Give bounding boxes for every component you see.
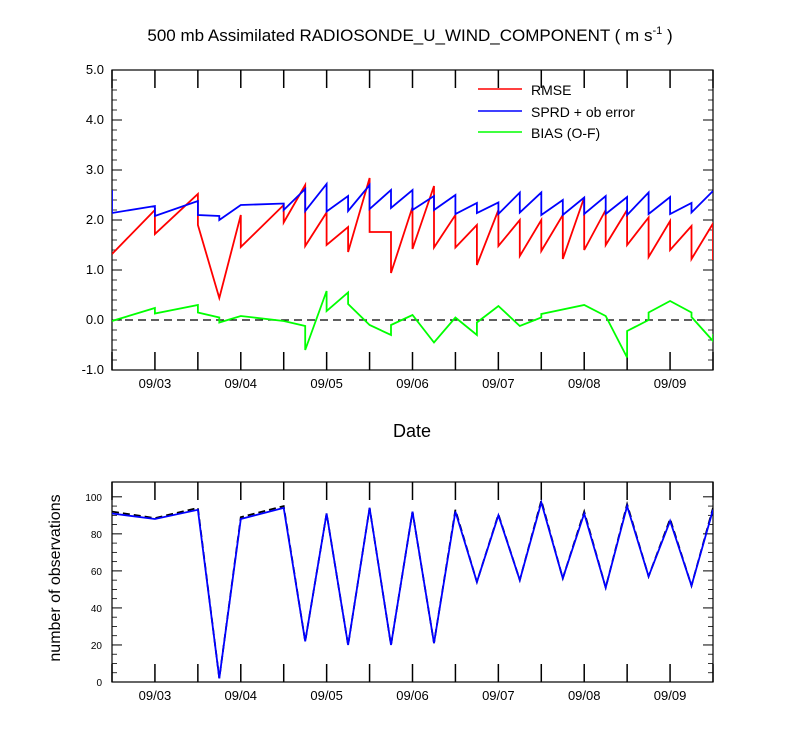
bottom-xtick-label: 09/05	[310, 688, 343, 703]
legend-label-bias: BIAS (O-F)	[531, 125, 600, 141]
bottom-ytick-label: 20	[91, 641, 103, 652]
top-xtick-label: 09/04	[225, 376, 258, 391]
top-ytick-label: 0.0	[86, 312, 104, 327]
bottom-ytick-label: 100	[85, 493, 102, 504]
top-xtick-label: 09/07	[482, 376, 515, 391]
legend-label-rmse: RMSE	[531, 82, 571, 98]
bottom-xtick-label: 09/03	[139, 688, 172, 703]
bottom-xtick-label: 09/04	[225, 688, 258, 703]
bottom-y-axis-label: number of observations	[47, 494, 64, 661]
bottom-xtick-label: 09/07	[482, 688, 515, 703]
bottom-ytick-label: 60	[91, 567, 103, 578]
top-xtick-label: 09/03	[139, 376, 172, 391]
top-x-axis-label: Date	[393, 421, 431, 441]
top-xtick-label: 09/08	[568, 376, 601, 391]
title-text: 500 mb Assimilated RADIOSONDE_U_WIND_COM…	[147, 26, 652, 45]
bottom-series-observations-used	[112, 499, 713, 679]
top-ytick-label: -1.0	[82, 362, 104, 377]
top-legend: RMSE SPRD + ob error BIAS (O-F)	[478, 82, 635, 141]
top-series-sprd-ob-error	[112, 181, 713, 222]
bottom-ytick-label: 0	[96, 678, 102, 689]
bottom-xtick-label: 09/09	[654, 688, 687, 703]
bottom-ytick-label: 80	[91, 530, 103, 541]
top-ytick-label: 4.0	[86, 112, 104, 127]
top-ytick-label: 2.0	[86, 212, 104, 227]
top-ytick-label: 1.0	[86, 262, 104, 277]
top-series-group	[112, 177, 713, 358]
top-axis-ticks: -1.0 0.0 1.0 2.0 3.0 4.0 5.0 09/03 09/04 09/05 09/…	[82, 62, 714, 391]
bottom-xtick-label: 09/06	[396, 688, 429, 703]
bottom-chart: 0 20 40 60 80 100 09/03 09/04 09/05 09/06 09/07 09/…	[47, 481, 714, 703]
bottom-axis-ticks: 0 20 40 60 80 100 09/03 09/04 09/05 09/06 09/07 09/…	[85, 482, 714, 703]
top-xtick-label: 09/06	[396, 376, 429, 391]
top-series-bias-o-f	[112, 290, 713, 358]
title-close: )	[662, 26, 672, 45]
bottom-series-group	[112, 497, 713, 679]
top-ytick-label: 5.0	[86, 62, 104, 77]
top-chart: -1.0 0.0 1.0 2.0 3.0 4.0 5.0 09/03 09/04 09/05 09/…	[82, 62, 714, 441]
top-ytick-label: 3.0	[86, 162, 104, 177]
title-exponent: -1	[652, 25, 662, 37]
top-xtick-label: 09/09	[654, 376, 687, 391]
bottom-xtick-label: 09/08	[568, 688, 601, 703]
bottom-ytick-label: 40	[91, 604, 103, 615]
top-xtick-label: 09/05	[310, 376, 343, 391]
chart-title: 500 mb Assimilated RADIOSONDE_U_WIND_COM…	[147, 25, 672, 45]
legend-label-sprd: SPRD + ob error	[531, 104, 635, 120]
bottom-series-observations-possible	[112, 497, 713, 679]
